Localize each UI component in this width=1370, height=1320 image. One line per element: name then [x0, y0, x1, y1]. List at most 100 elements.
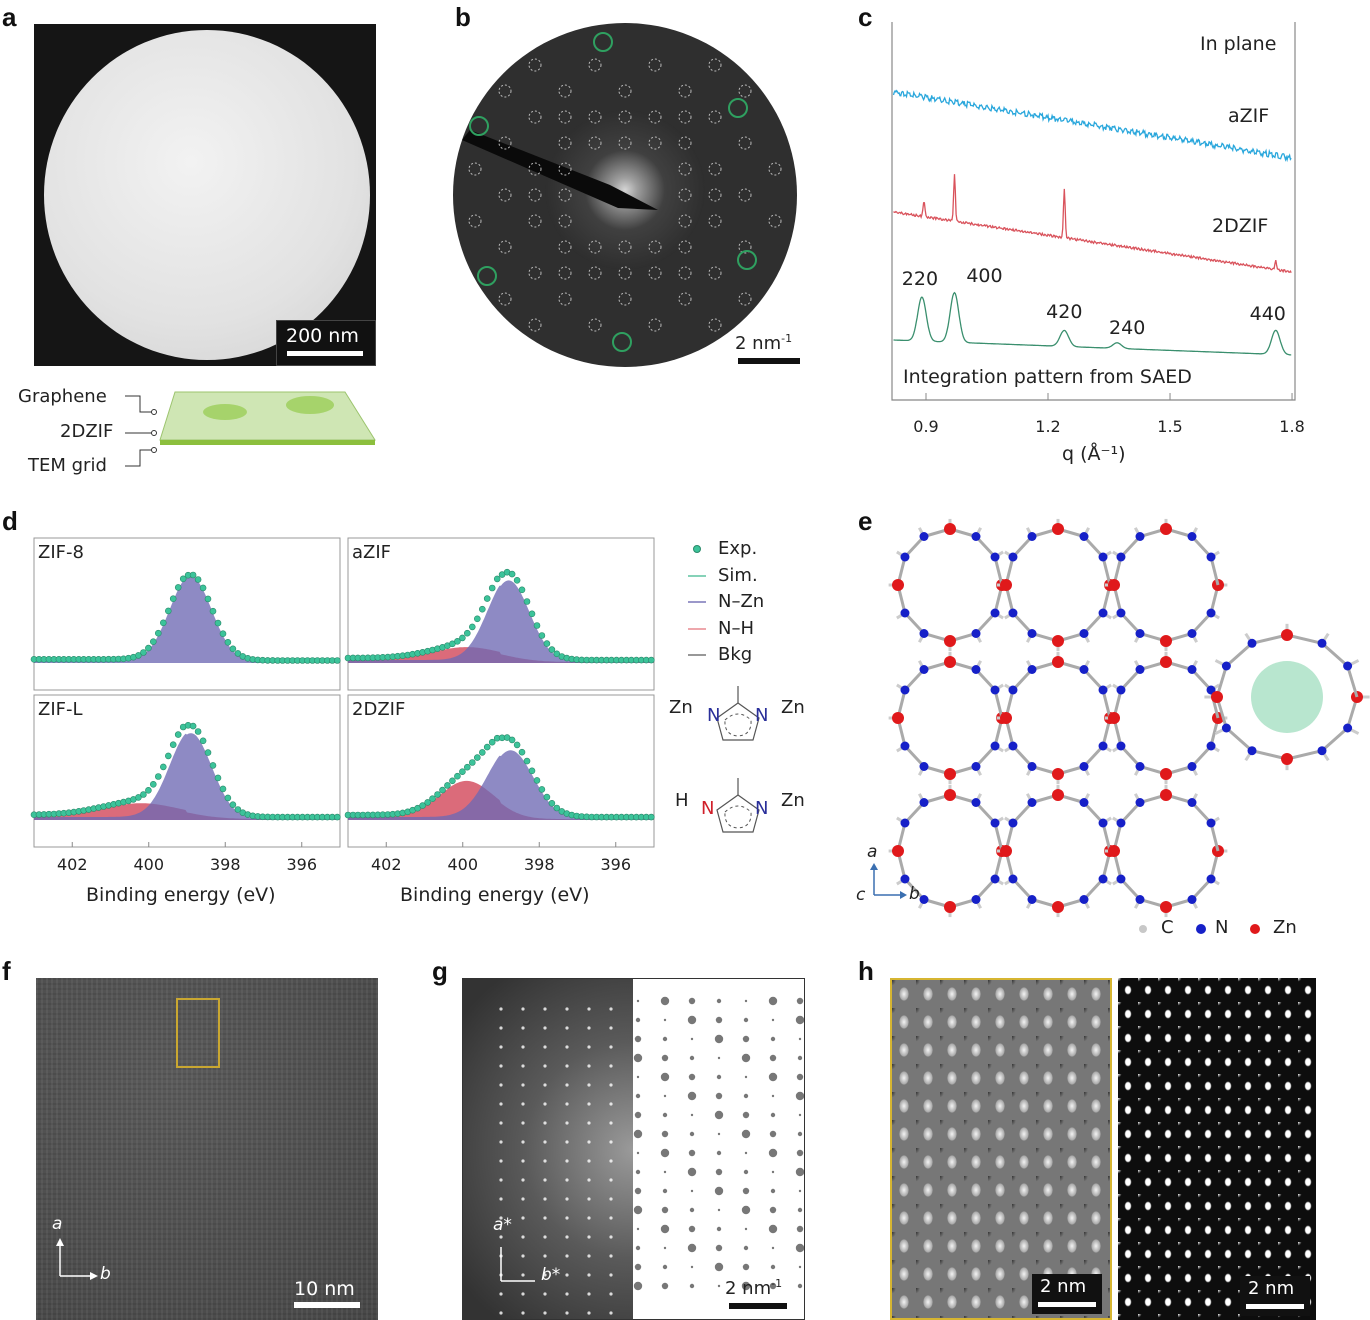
- exp-spot: [521, 1273, 525, 1277]
- bond: [1190, 668, 1213, 692]
- molecule-h-n-zn: [716, 778, 760, 833]
- series-2dzif: [893, 174, 1292, 274]
- n-atom: [1116, 608, 1126, 618]
- peak-label: 420: [1046, 301, 1082, 323]
- sim-spot: [795, 1091, 804, 1101]
- bond: [1082, 744, 1105, 768]
- exp-point: [459, 634, 466, 642]
- sim-spot: [688, 997, 696, 1005]
- sim-spot: [796, 1073, 804, 1081]
- n-atom: [1098, 741, 1108, 751]
- n-atom: [1027, 798, 1037, 808]
- sim-spot: [770, 1188, 776, 1194]
- legend-n-dot: [1196, 924, 1206, 934]
- exp-point: [444, 782, 451, 789]
- exp-spot: [609, 1273, 613, 1277]
- exp-spot: [499, 1045, 503, 1049]
- panel-label-b: b: [455, 2, 471, 32]
- sim-spot: [795, 1015, 804, 1025]
- bond: [1011, 801, 1034, 825]
- exp-point: [483, 595, 491, 602]
- bond: [1011, 877, 1034, 901]
- exp-point: [199, 584, 207, 592]
- exp-spot: [565, 1064, 569, 1068]
- scale-bar: [738, 358, 800, 364]
- exp-point: [533, 622, 541, 629]
- sim-spot: [662, 1264, 668, 1270]
- sim-spot: [633, 1205, 643, 1215]
- exp-spot: [543, 1311, 547, 1315]
- exp-spot: [521, 1121, 525, 1125]
- n-atom: [1187, 628, 1197, 638]
- highlight-box: [176, 998, 220, 1068]
- exp-spot: [521, 1045, 525, 1049]
- bond: [1321, 726, 1349, 752]
- exp-spot: [609, 1216, 613, 1220]
- exp-spot: [565, 1083, 569, 1087]
- xps-subpanel: [344, 694, 655, 848]
- exp-spot: [521, 1311, 525, 1315]
- exp-spot: [521, 1235, 525, 1239]
- exp-point: [429, 795, 436, 803]
- exp-spot: [609, 1235, 613, 1239]
- panel-label-e: e: [858, 506, 873, 536]
- sim-spot: [716, 1226, 722, 1232]
- exp-point: [523, 757, 531, 765]
- exp-spot: [499, 1178, 503, 1182]
- diffraction-spot: [618, 240, 632, 254]
- bond: [974, 744, 997, 768]
- diffraction-spot: [558, 266, 572, 280]
- exp-spot: [565, 1121, 569, 1125]
- sim-spot: [741, 1129, 751, 1139]
- exp-spot: [565, 1159, 569, 1163]
- bond: [1209, 822, 1220, 852]
- n-atom: [971, 628, 981, 638]
- axis-a-label: a: [52, 1214, 63, 1234]
- exp-spot: [543, 1235, 547, 1239]
- sim-spot: [661, 1054, 669, 1062]
- exp-point: [478, 605, 486, 613]
- exp-point: [473, 754, 481, 761]
- sim-spot: [797, 1207, 803, 1213]
- exp-spot: [521, 1083, 525, 1087]
- n-atom: [1008, 741, 1018, 751]
- sim-spot: [769, 1054, 777, 1062]
- exp-point: [538, 632, 546, 639]
- x-tick-label: 1.2: [1035, 417, 1060, 436]
- sim-spot: [663, 1170, 667, 1174]
- sim-spot: [634, 1111, 642, 1119]
- exp-point: [155, 773, 162, 780]
- sim-spot: [744, 1075, 748, 1079]
- n-atom: [919, 894, 929, 904]
- sim-spot: [741, 1281, 751, 1291]
- exp-spot: [521, 1292, 525, 1296]
- sim-spot: [687, 1243, 697, 1253]
- scale-bar-box: 200 nm: [276, 320, 376, 366]
- sim-spot: [633, 1129, 643, 1139]
- n-atom: [990, 608, 1000, 618]
- n-atom: [900, 552, 910, 562]
- exp-spot: [543, 1197, 547, 1201]
- scale-sup: -1: [781, 332, 793, 345]
- sim-spot: [795, 1167, 804, 1177]
- scale-bar-label: 2 nm-1: [735, 332, 792, 354]
- sim-spot: [741, 1205, 751, 1215]
- pore: [1251, 661, 1323, 733]
- diffraction-spot: [738, 84, 752, 98]
- exp-spot: [587, 1178, 591, 1182]
- scale-bar-label: 10 nm: [294, 1278, 355, 1300]
- diffraction-spot: [588, 240, 602, 254]
- n-atom: [1116, 741, 1126, 751]
- sim-spot: [662, 1036, 668, 1042]
- exp-spot: [587, 1121, 591, 1125]
- arrowhead: [870, 863, 878, 870]
- nzn-component: [348, 750, 654, 820]
- molecule2-left: H: [675, 790, 689, 811]
- sim-spot: [661, 1206, 669, 1214]
- n-atom: [1135, 665, 1145, 675]
- molecule2-n1: N: [701, 798, 715, 819]
- diffraction-spot: [708, 318, 722, 332]
- diffraction-spot: [558, 162, 572, 176]
- sim-spot: [662, 1112, 668, 1118]
